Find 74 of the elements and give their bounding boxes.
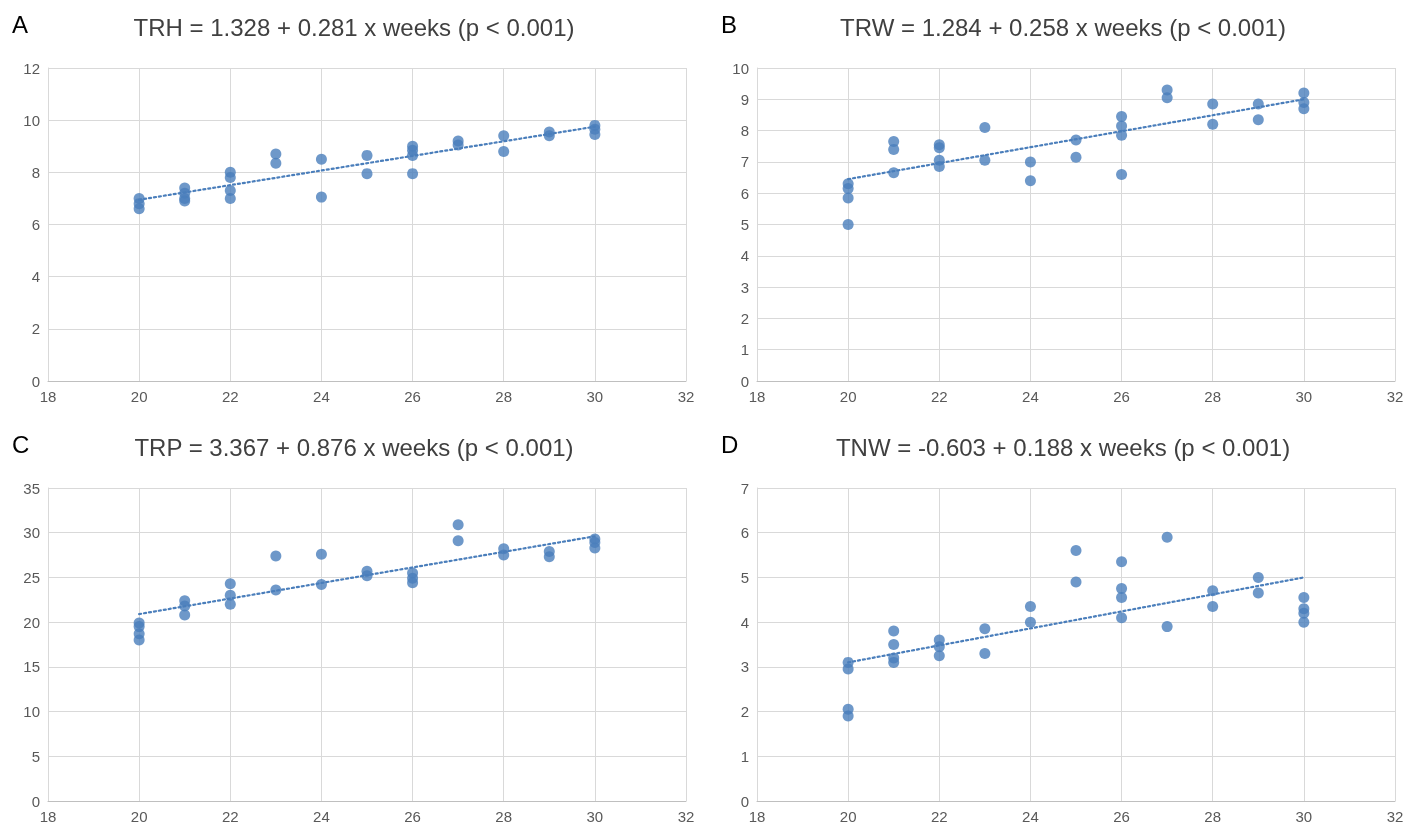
x-tick-label: 32 [677,808,695,825]
y-tick-label: 10 [23,703,40,721]
text: B [721,10,738,38]
x-tick-label: 30 [586,808,604,825]
x-tick-label: 32 [677,388,695,405]
y-tick-label: 25 [23,568,40,586]
x-tick-label: 28 [1204,388,1222,405]
chart-title: TRH = 1.328 + 0.281 x weeks (p < 0.001) [133,13,575,41]
y-tick-label: 1 [740,747,749,765]
x-tick-label: 18 [748,388,766,405]
x-tick-label: 26 [1113,388,1130,405]
x-tick-label: 18 [39,808,57,825]
x-tick-label: 20 [839,808,857,825]
y-tick-label: 30 [23,524,40,542]
y-tick-label: 4 [31,268,40,286]
y-tick-label: 5 [740,216,749,233]
y-tick-label: 7 [740,479,749,497]
y-tick-label: 8 [31,163,40,181]
y-tick-label: 35 [23,479,40,497]
chart-title: TRW = 1.284 + 0.258 x weeks (p < 0.001) [840,13,1286,41]
y-tick-label: 0 [740,372,749,390]
x-tick-label: 22 [221,388,239,405]
x-tick-label: 24 [1022,388,1039,405]
y-tick-label: 10 [732,59,749,77]
x-tick-label: 28 [1204,808,1222,825]
text: C [12,430,30,458]
y-tick-label: 4 [740,613,749,631]
y-tick-label: 2 [31,320,40,338]
x-tick-label: 22 [930,388,948,405]
x-tick-label: 18 [748,808,766,825]
y-tick-label: 4 [740,247,749,265]
x-tick-label: 30 [1295,388,1313,405]
y-tick-label: 0 [31,792,40,810]
y-tick-label: 1 [740,341,749,359]
x-tick-label: 26 [404,388,421,405]
text: A [12,10,29,38]
x-tick-label: 30 [586,388,604,405]
y-tick-label: 12 [23,59,40,77]
y-tick-label: 8 [740,122,749,140]
y-tick-label: 0 [740,792,749,810]
x-tick-label: 26 [404,808,421,825]
x-tick-label: 20 [130,808,148,825]
x-tick-label: 26 [1113,808,1130,825]
text: D [721,430,739,458]
y-tick-label: 5 [31,747,40,765]
x-tick-label: 22 [930,808,948,825]
y-tick-label: 10 [23,111,40,129]
x-tick-label: 32 [1386,388,1404,405]
y-tick-label: 20 [23,613,40,631]
x-tick-label: 20 [130,388,148,405]
y-tick-label: 9 [740,90,749,108]
x-tick-label: 28 [495,388,513,405]
y-tick-label: 7 [740,153,749,171]
x-tick-label: 20 [839,388,857,405]
x-tick-label: 24 [1022,808,1039,825]
chart-title: TRP = 3.367 + 0.876 x weeks (p < 0.001) [134,433,574,461]
x-tick-label: 22 [221,808,239,825]
y-tick-label: 6 [740,524,749,542]
x-tick-label: 18 [39,388,57,405]
y-tick-label: 15 [23,658,40,676]
x-tick-label: 30 [1295,808,1313,825]
x-tick-label: 24 [313,388,330,405]
y-tick-label: 3 [740,278,749,296]
x-tick-label: 24 [313,808,330,825]
y-tick-label: 0 [31,372,40,390]
chart-title: TNW = -0.603 + 0.188 x weeks (p < 0.001) [835,433,1291,461]
y-tick-label: 2 [740,309,749,327]
y-tick-label: 6 [31,216,40,233]
y-tick-label: 3 [740,658,749,676]
x-tick-label: 28 [495,808,513,825]
x-tick-label: 32 [1386,808,1404,825]
y-tick-label: 6 [740,184,749,202]
y-tick-label: 5 [740,568,749,586]
y-tick-label: 2 [740,703,749,721]
